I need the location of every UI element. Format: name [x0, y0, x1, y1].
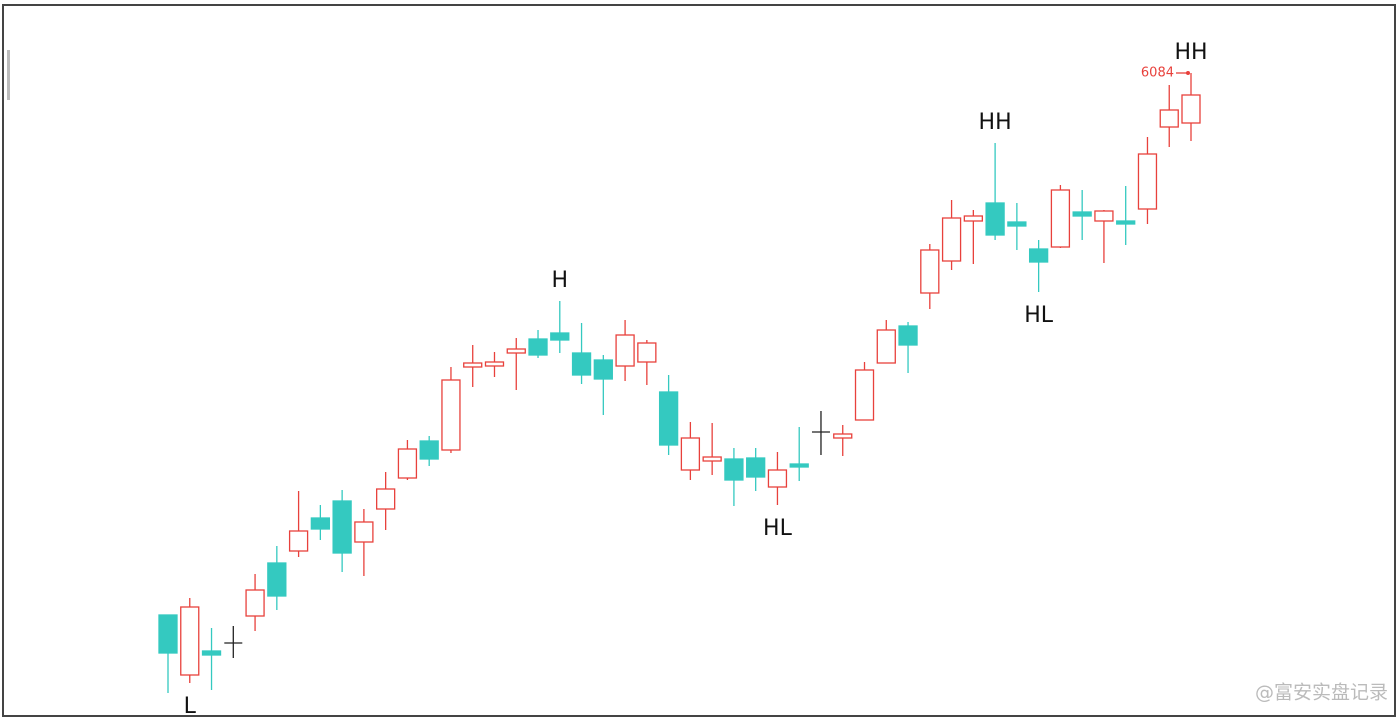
candle-body: [376, 488, 396, 510]
candle-body: [1116, 220, 1136, 225]
candle-body: [833, 433, 853, 439]
candle-body: [180, 606, 200, 676]
price-label: 6084: [1141, 66, 1174, 81]
candle-body: [680, 437, 701, 471]
candle-body: [1072, 211, 1092, 217]
candle-body: [441, 379, 461, 451]
candle-body: [201, 650, 222, 656]
annotation: HL: [1024, 303, 1054, 328]
candle-body: [746, 457, 766, 478]
watermark: @富安实盘记录: [1255, 682, 1388, 704]
candle-body: [550, 332, 570, 341]
candle-body: [1007, 221, 1027, 227]
candle-body: [332, 500, 352, 554]
candle-body: [920, 249, 940, 294]
candle-body: [615, 334, 635, 367]
candle-body: [854, 369, 875, 421]
candle-body: [354, 521, 374, 543]
price-dot: [1186, 71, 1190, 75]
candle-body: [1181, 94, 1201, 124]
candle-body: [637, 342, 657, 363]
candle-body: [288, 530, 309, 552]
candle-body: [789, 463, 809, 468]
candle-body: [593, 359, 613, 380]
candle-body: [506, 348, 526, 354]
candle-body: [985, 202, 1005, 236]
candle-body: [419, 440, 439, 460]
candle-body: [1050, 189, 1071, 248]
candle-body: [1094, 210, 1114, 222]
candle-body: [528, 338, 548, 356]
candle-body: [898, 325, 918, 346]
candle-body: [463, 362, 483, 368]
candle-body: [702, 456, 722, 462]
candle-body: [876, 329, 896, 364]
candle-body: [571, 352, 592, 376]
candle-body: [484, 361, 505, 367]
candle-body: [1137, 153, 1158, 210]
candle-body: [658, 391, 679, 446]
candle-body: [397, 448, 418, 479]
candle-body: [724, 458, 744, 481]
candle-body: [963, 215, 983, 222]
candle-body: [1028, 248, 1049, 263]
annotation: H: [552, 268, 569, 293]
annotation: L: [184, 694, 197, 719]
annotation: HH: [979, 110, 1012, 135]
candle-body: [245, 589, 265, 617]
candle-body: [310, 517, 331, 530]
candle-body: [158, 614, 178, 654]
side-marker: [7, 50, 10, 100]
candle-body: [1159, 109, 1179, 128]
candle-body: [767, 469, 788, 488]
annotation: HL: [763, 516, 793, 541]
candle-body: [267, 562, 287, 597]
candle-body: [941, 217, 962, 262]
annotation: HH: [1174, 40, 1207, 65]
